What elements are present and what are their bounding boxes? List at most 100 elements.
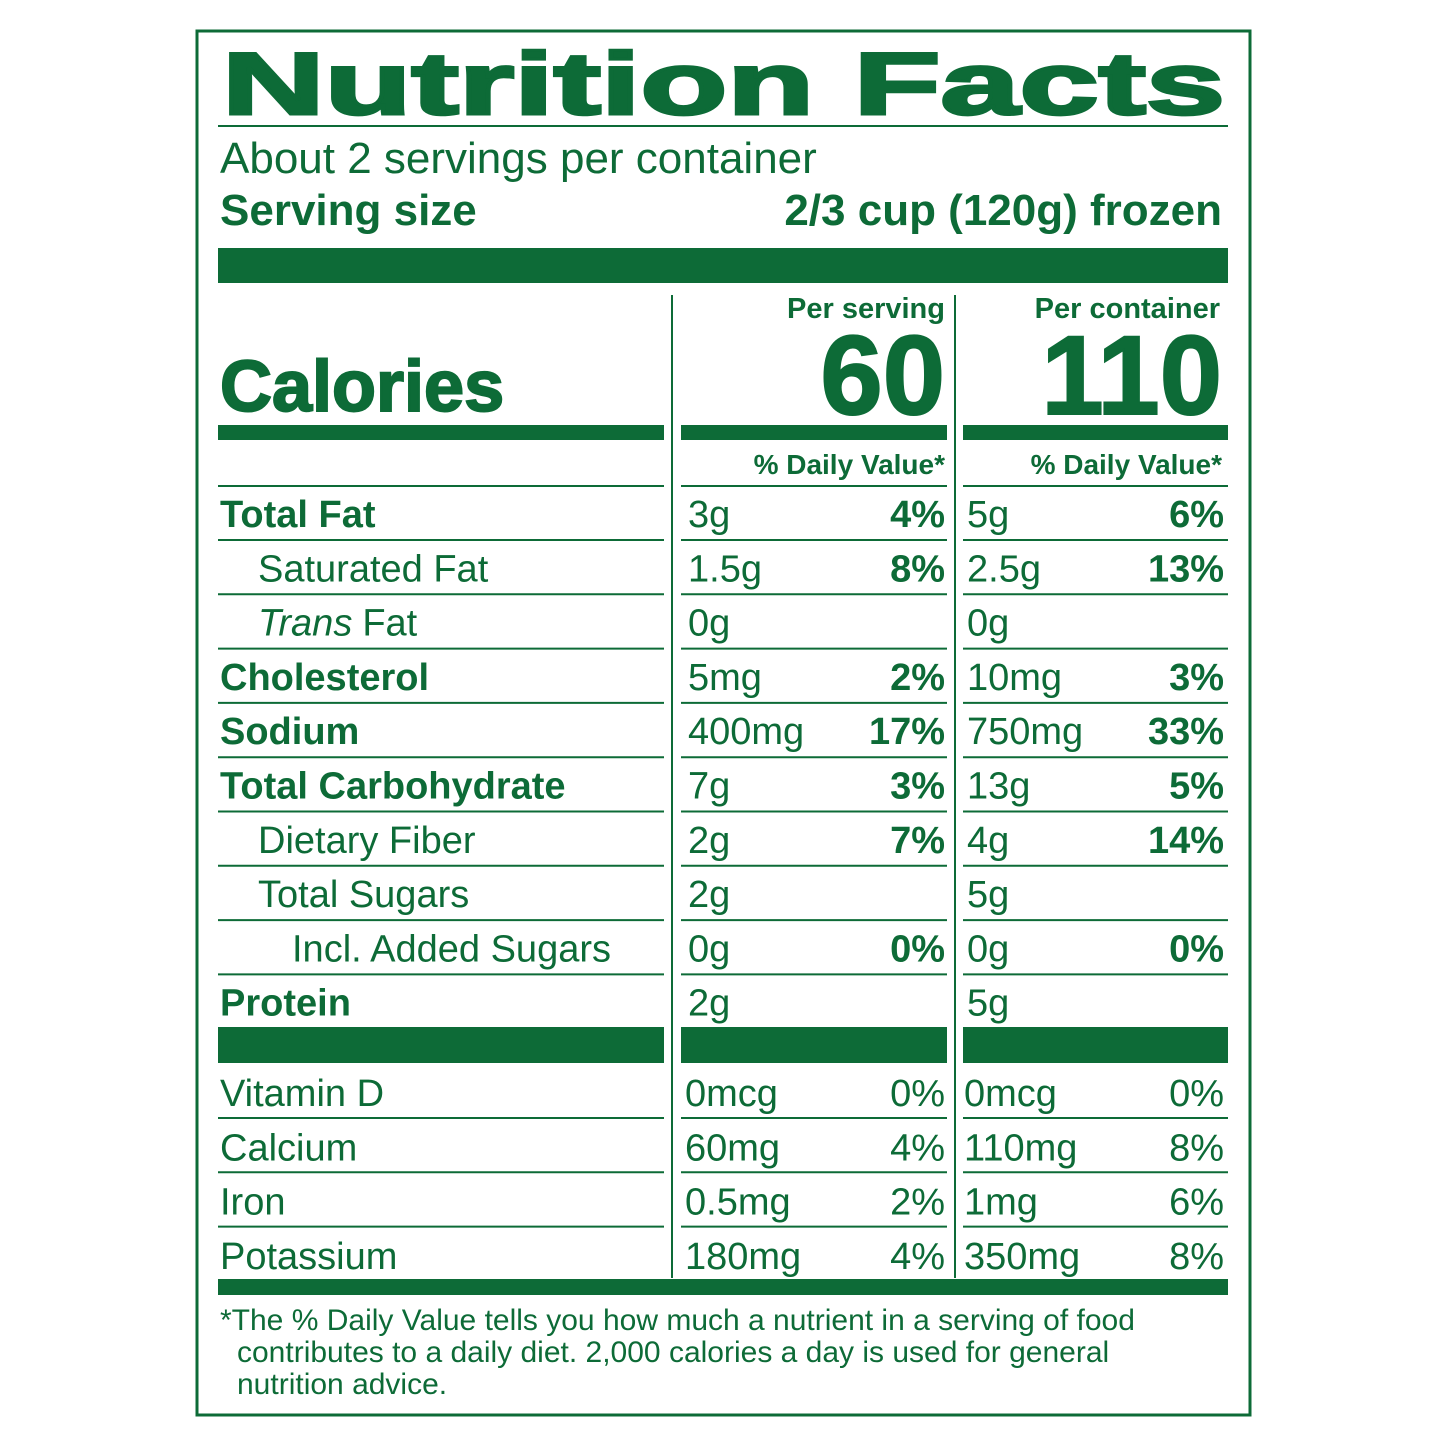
daily-value: 8%: [1169, 1127, 1224, 1169]
nutrient-name-text: Saturated Fat: [258, 548, 489, 590]
serving-size: 2/3 cup (120g) frozen: [784, 186, 1222, 235]
daily-value: 0%: [890, 1073, 945, 1115]
nutrient-name-text: Total Carbohydrate: [220, 766, 566, 808]
nutrient-name: Trans Fat: [258, 603, 418, 645]
amount: 110mg: [964, 1127, 1077, 1169]
footnote: nutrition advice.: [237, 1368, 447, 1401]
amount: 0mcg: [685, 1073, 778, 1115]
amount: 0.5mg: [685, 1182, 791, 1224]
amount: 0g: [967, 928, 1009, 970]
daily-value: 8%: [1169, 1236, 1224, 1278]
amount: 2g: [688, 820, 730, 862]
nutrient-name-text: Dietary Fiber: [258, 820, 476, 862]
thick-bar: [218, 248, 1228, 283]
nutrient-name-text: Vitamin D: [220, 1073, 384, 1115]
nutrient-name: Total Fat: [220, 494, 376, 536]
amount: 4g: [967, 820, 1009, 862]
bar: [218, 1279, 1228, 1295]
amount: 180mg: [685, 1236, 801, 1278]
daily-value: 0%: [1169, 1073, 1224, 1115]
calories-value: 110: [1041, 313, 1222, 438]
daily-value: 33%: [1148, 711, 1224, 753]
daily-value: 6%: [1169, 494, 1224, 536]
bar: [963, 1027, 1228, 1063]
daily-value: 17%: [869, 711, 945, 753]
bar: [218, 1027, 664, 1063]
amount: 0mcg: [964, 1073, 1057, 1115]
amount: 13g: [967, 766, 1030, 808]
nutrient-name: Saturated Fat: [258, 548, 489, 590]
nutrient-name: Incl. Added Sugars: [292, 928, 611, 970]
nutrient-name: Dietary Fiber: [258, 820, 476, 862]
nutrient-name: Iron: [220, 1182, 285, 1224]
amount: 5g: [967, 494, 1009, 536]
nutrient-name-text: Potassium: [220, 1236, 397, 1278]
column-header: Per serving: [787, 293, 945, 325]
daily-value: 5%: [1169, 766, 1224, 808]
nutrient-name-text: Protein: [220, 983, 351, 1025]
nutrient-name-text: Total Fat: [220, 494, 376, 536]
amount: 0g: [967, 603, 1009, 645]
daily-value: 4%: [890, 494, 945, 536]
amount: 2g: [688, 874, 730, 916]
daily-value-header: % Daily Value*: [1031, 449, 1223, 480]
servings-per-container: About 2 servings per container: [220, 134, 817, 183]
serving-size-label: Serving size: [220, 186, 477, 235]
amount: 2.5g: [967, 548, 1041, 590]
nutrient-name: Total Carbohydrate: [220, 766, 566, 808]
nutrient-name-italic: Trans: [258, 603, 352, 645]
nutrient-name-text: Calcium: [220, 1127, 357, 1169]
daily-value: 4%: [890, 1127, 945, 1169]
footnote: *The % Daily Value tells you how much a …: [220, 1304, 1135, 1337]
amount: 7g: [688, 766, 730, 808]
nutrient-name: Total Sugars: [258, 874, 469, 916]
amount: 0g: [688, 603, 730, 645]
amount: 5mg: [688, 657, 762, 699]
daily-value: 6%: [1169, 1182, 1224, 1224]
daily-value: 13%: [1148, 548, 1224, 590]
border: [195, 29, 1252, 1417]
nutrient-name-text: Iron: [220, 1182, 285, 1224]
nutrient-name: Sodium: [220, 711, 359, 753]
amount: 3g: [688, 494, 730, 536]
nutrient-name: Protein: [220, 983, 351, 1025]
nutrient-name-text: Total Sugars: [258, 874, 469, 916]
bar: [218, 425, 664, 440]
calories-value: 60: [820, 313, 945, 438]
nutrient-name-text: Sodium: [220, 711, 359, 753]
nutrient-name-text: Cholesterol: [220, 657, 429, 699]
daily-value: 0%: [890, 928, 945, 970]
bar: [681, 425, 947, 440]
amount: 5g: [967, 874, 1009, 916]
daily-value: 3%: [890, 766, 945, 808]
amount: 0g: [688, 928, 730, 970]
nutrient-name-rest: Fat: [362, 603, 417, 645]
amount: 1.5g: [688, 548, 762, 590]
daily-value: 4%: [890, 1236, 945, 1278]
amount: 2g: [688, 983, 730, 1025]
daily-value: 0%: [1169, 928, 1224, 970]
footnote: contributes to a daily diet. 2,000 calor…: [237, 1336, 1109, 1369]
daily-value: 3%: [1169, 657, 1224, 699]
calories-label: Calories: [220, 347, 504, 427]
amount: 350mg: [964, 1236, 1080, 1278]
nutrient-name: Calcium: [220, 1127, 357, 1169]
nutrient-name: Vitamin D: [220, 1073, 384, 1115]
amount: 5g: [967, 983, 1009, 1025]
bar: [963, 425, 1228, 440]
daily-value: 14%: [1148, 820, 1224, 862]
daily-value: 7%: [890, 820, 945, 862]
nutrient-name-text: Incl. Added Sugars: [292, 928, 611, 970]
amount: 750mg: [967, 711, 1083, 753]
daily-value-header: % Daily Value*: [754, 449, 946, 480]
column-header: Per container: [1035, 293, 1220, 325]
daily-value: 2%: [890, 1182, 945, 1224]
amount: 60mg: [685, 1127, 780, 1169]
nutrient-name: Potassium: [220, 1236, 397, 1278]
nutrient-name: Cholesterol: [220, 657, 429, 699]
bar: [681, 1027, 947, 1063]
amount: 1mg: [964, 1182, 1038, 1224]
daily-value: 2%: [890, 657, 945, 699]
